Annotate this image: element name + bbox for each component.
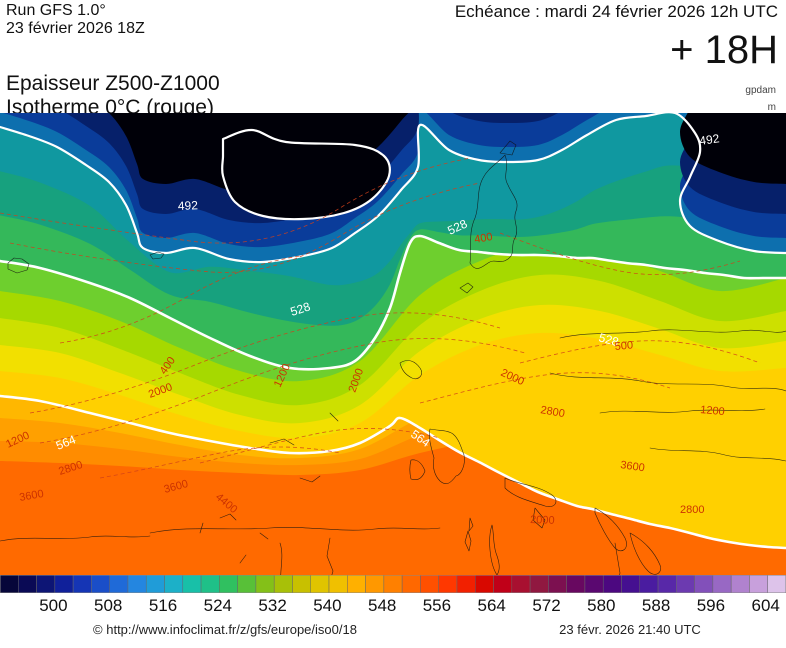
svg-text:2000: 2000 bbox=[530, 514, 555, 527]
svg-text:2800: 2800 bbox=[680, 504, 704, 516]
svg-text:500: 500 bbox=[614, 339, 633, 353]
svg-text:1200: 1200 bbox=[700, 404, 725, 418]
svg-text:492: 492 bbox=[178, 198, 199, 213]
svg-text:492: 492 bbox=[698, 131, 720, 148]
